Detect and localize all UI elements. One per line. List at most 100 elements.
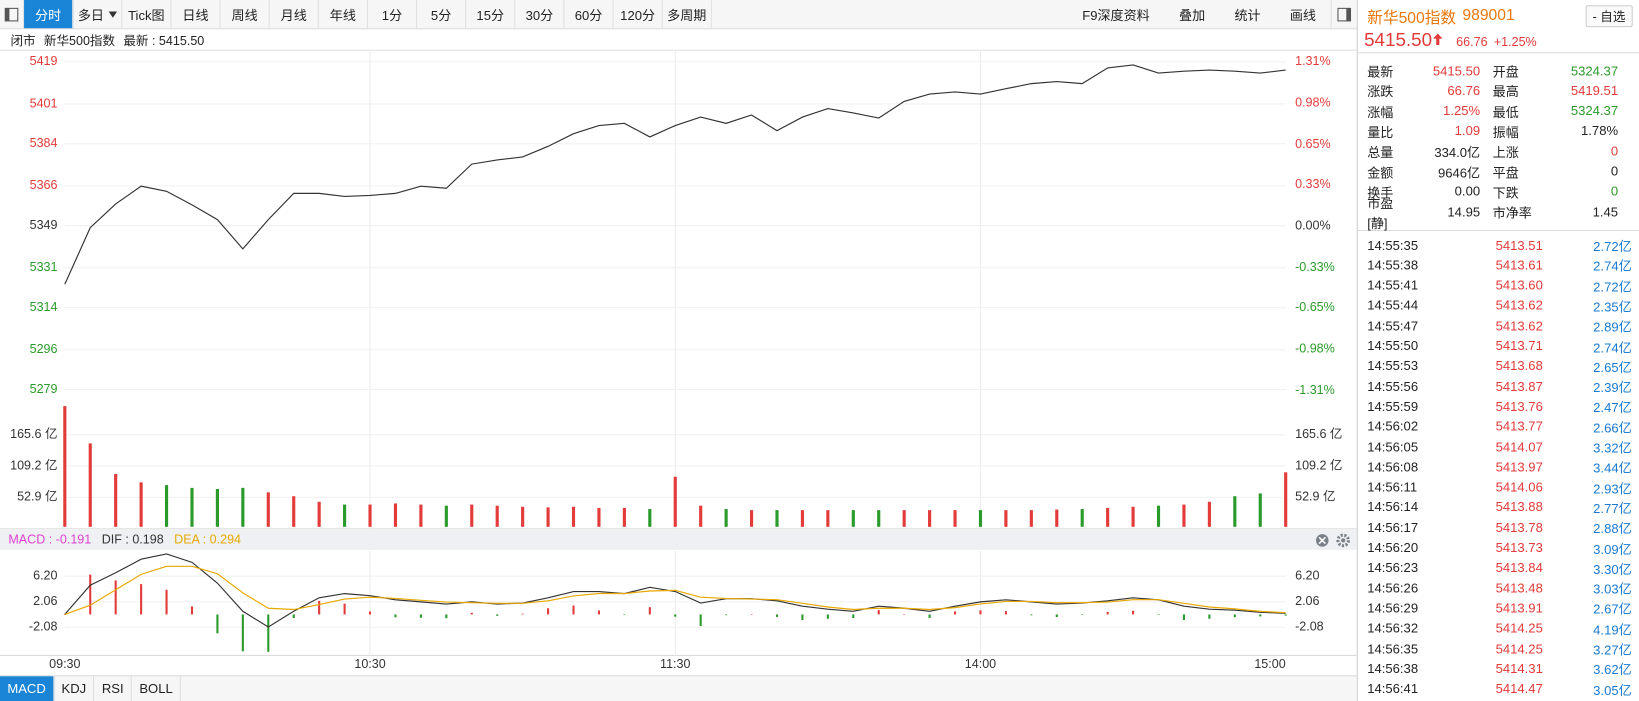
quote-value: 5419.51 [1570,83,1619,99]
sidebar-toggle-icon[interactable] [1330,0,1357,29]
macd-bar [1055,614,1058,618]
status-text: 闭市 [10,32,36,48]
volume-bar [393,503,398,527]
close-icon[interactable] [1316,534,1329,547]
period-tab[interactable]: 5分 [417,0,467,29]
volume-bar [164,485,169,527]
tick-time: 14:55:47 [1367,318,1419,334]
tick-row: 14:56:29 5413.91 2.67亿 [1367,598,1631,618]
volume-bar [1004,510,1008,527]
quote-label: 涨跌 [1367,84,1394,100]
dropdown-caret [108,10,117,18]
y-tick-label-right: 6.20 [1295,569,1319,583]
macd-bar [572,605,575,615]
quote-row: 市盈[静] 14.95 市净率 1.45 [1367,196,1631,230]
volume-bar [622,507,626,527]
tick-volume: 3.30亿 [1593,562,1632,577]
x-tick-label: 09:30 [49,657,80,671]
macd-bar [1233,614,1236,618]
macd-bar [1157,614,1160,615]
panel-toggle-icon[interactable] [0,0,25,29]
period-tab[interactable]: 30分 [515,0,565,29]
macd-bar [674,614,677,617]
period-tab[interactable]: 分时 [24,0,74,29]
tick-volume: 3.09亿 [1593,541,1632,557]
tool-button[interactable]: 统计 [1234,8,1261,23]
chart-area: 09:30 10:30 11:30 14:00 15:00 5419 5401 5384 536… [0,49,1357,671]
period-tab[interactable]: 周线 [221,0,270,29]
tick-volume: 2.77亿 [1593,501,1632,517]
tick-price: 5413.97 [1495,459,1543,475]
y-tick-label: 5331 [30,260,58,274]
watchlist-button[interactable]: - 自选 [1585,5,1633,28]
tick-time: 14:56:23 [1367,560,1419,576]
period-tab[interactable]: 月线 [270,0,319,29]
quote-value: 1.25% [1443,103,1481,119]
macd-bar [1106,611,1109,615]
tick-row: 14:55:56 5413.87 2.39亿 [1367,376,1631,396]
volume-bar [902,510,906,527]
divider [1357,52,1639,54]
period-tab[interactable]: 1分 [368,0,418,29]
y-tick-label-right: 109.2 亿 [1295,458,1342,472]
indicator-tab[interactable]: KDJ [54,676,95,701]
tick-row: 14:56:11 5414.06 2.93亿 [1367,477,1631,497]
period-tab[interactable]: 年线 [319,0,368,29]
tick-time: 14:56:26 [1367,580,1419,596]
period-tab[interactable]: 多日 [73,0,123,29]
volume-bar [749,510,754,527]
volume-bar [978,510,983,527]
tick-row: 14:56:05 5414.07 3.32亿 [1367,437,1631,457]
quote-value: 9646亿 [1437,165,1481,181]
period-tab[interactable]: 15分 [466,0,516,29]
macd-bar [445,614,448,619]
macd-bar [470,612,473,615]
y2-tick-label: -0.33% [1295,260,1335,274]
tick-time: 14:55:53 [1367,358,1419,374]
tick-time: 14:55:44 [1367,298,1419,313]
legend-entry: MACD : -0.191 [8,533,91,547]
quote-label: 最新 [1367,64,1394,80]
macd-bar [1030,614,1033,616]
indicator-tab[interactable]: RSI [95,676,132,701]
status-text: 新华500指数 [43,32,116,48]
tool-button[interactable]: 画线 [1289,8,1317,23]
period-tab[interactable]: 多周期 [663,0,712,29]
indicator-tab[interactable]: MACD [0,676,55,701]
macd-bar [648,607,651,615]
period-tab[interactable]: 120分 [614,0,663,29]
spacer [712,0,1068,28]
period-tab[interactable]: 日线 [171,0,221,29]
volume-bar [139,482,143,527]
macd-bar [725,614,728,616]
tick-price: 5413.78 [1495,520,1543,535]
tool-button[interactable]: 叠加 [1179,8,1206,23]
tick-time: 14:56:02 [1367,419,1419,434]
tick-time: 14:56:14 [1367,500,1419,515]
tick-volume: 2.66亿 [1593,420,1632,436]
period-tab[interactable]: Tick图 [122,0,172,29]
y-tick-label: 5384 [30,136,58,150]
tick-price: 5413.62 [1495,298,1543,313]
legend-entry: DIF : 0.198 [102,533,164,547]
tool-button[interactable]: F9深度资料 [1082,8,1150,23]
quote-value: 66.76 [1447,83,1481,99]
tick-price: 5413.88 [1495,500,1543,515]
volume-bar [877,510,881,527]
indicator-tab[interactable]: BOLL [132,676,182,701]
volume-bar [851,510,855,527]
macd-bar [165,589,168,615]
series-line [64,565,1286,615]
macd-bar [1081,614,1084,615]
y-tick-label: 5349 [30,218,58,232]
y2-tick-label: -0.65% [1295,300,1335,314]
series-line [64,64,1286,285]
macd-bar [190,606,194,615]
volume-bar [419,504,423,527]
period-tab[interactable]: 60分 [564,0,614,29]
tick-volume: 2.93亿 [1593,481,1632,497]
settings-icon[interactable] [1336,533,1350,548]
quote-value: 5324.37 [1570,63,1619,78]
